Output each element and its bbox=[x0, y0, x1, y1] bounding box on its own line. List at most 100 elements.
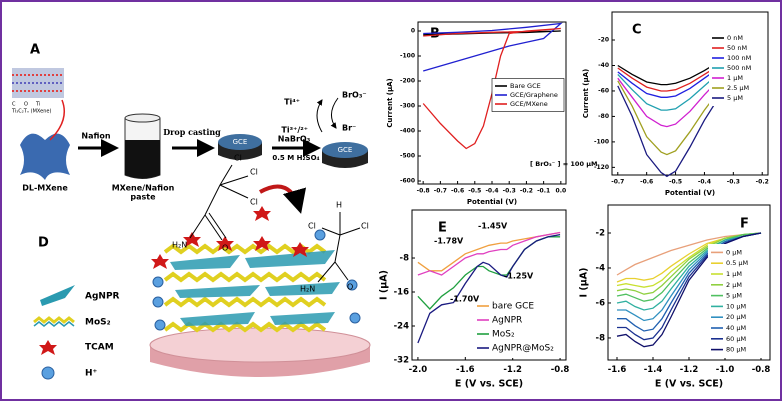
series-line bbox=[423, 22, 563, 72]
proton bbox=[349, 312, 361, 324]
legend-label: 40 μM bbox=[726, 324, 746, 332]
x-tick-label: -1.2 bbox=[680, 365, 699, 375]
legend-label: 5 μM bbox=[726, 292, 742, 300]
y-tick-label: -8 bbox=[400, 254, 410, 264]
y-axis-label: Current (μA) bbox=[386, 78, 394, 128]
x-tick-label: -0.7 bbox=[434, 188, 447, 195]
proton bbox=[346, 279, 358, 291]
legend-label: GCE/Graphene bbox=[510, 91, 558, 99]
atom: Cl bbox=[250, 168, 258, 177]
series-line bbox=[616, 232, 762, 348]
y-tick-label: -100 bbox=[594, 138, 609, 145]
tcam bbox=[291, 242, 309, 257]
legend-label: 0 nM bbox=[727, 34, 743, 42]
series-line bbox=[616, 232, 762, 295]
y-tick-label: -100 bbox=[400, 53, 415, 60]
mos2-icon bbox=[33, 316, 75, 324]
electrode-surface bbox=[149, 327, 371, 363]
x-tick-label: -0.8 bbox=[551, 365, 570, 375]
x-tick-label: -0.2 bbox=[756, 179, 769, 186]
agnpr-sheets bbox=[170, 250, 340, 326]
atom: Cl bbox=[361, 222, 369, 231]
y-tick-label: -120 bbox=[594, 164, 609, 171]
legend-label: 0.5 μM bbox=[726, 259, 748, 267]
bond bbox=[339, 227, 361, 236]
panel-label: A bbox=[30, 43, 40, 58]
legend-label: 5 μM bbox=[727, 94, 743, 102]
x-tick-label: -0.4 bbox=[698, 179, 711, 186]
proton bbox=[154, 319, 166, 331]
y-tick-label: -6 bbox=[596, 298, 606, 308]
x-tick-label: -0.8 bbox=[417, 188, 430, 195]
proton bbox=[152, 296, 164, 308]
legend-label: 80 μM bbox=[726, 346, 746, 354]
x-tick-label: -0.6 bbox=[451, 188, 464, 195]
annotation: -1.78V bbox=[434, 237, 464, 246]
atom: Cl bbox=[250, 198, 258, 207]
label: NaBrO₃ bbox=[278, 135, 311, 144]
y-axis-label: I (μA) bbox=[579, 268, 590, 298]
mxene-flake bbox=[20, 133, 70, 180]
label: MXene/Nafion bbox=[112, 184, 175, 193]
series-line bbox=[616, 232, 762, 276]
x-tick-label: -0.3 bbox=[503, 188, 516, 195]
legend-label: 1 μM bbox=[727, 74, 743, 82]
legend-label: 100 nM bbox=[727, 54, 751, 62]
annotation: [ BrO₃⁻ ] = 100 μM bbox=[530, 160, 598, 168]
tcam-molecule bbox=[189, 164, 249, 241]
atom-key: Ti bbox=[35, 102, 40, 108]
x-tick-label: -0.5 bbox=[468, 188, 481, 195]
mxene-crystal bbox=[12, 68, 64, 98]
legend-label: 50 nM bbox=[727, 44, 747, 52]
bond bbox=[219, 175, 249, 186]
series-line bbox=[616, 232, 762, 311]
mos2-icon bbox=[33, 321, 75, 327]
legend-label: 10 μM bbox=[726, 302, 746, 310]
label: GCE bbox=[233, 138, 248, 146]
bond bbox=[321, 227, 341, 236]
x-tick-label: -0.7 bbox=[611, 179, 624, 186]
mos2-layers bbox=[163, 243, 327, 333]
y-axis-label: Current (μA) bbox=[582, 69, 590, 119]
x-axis-label: Potential (V) bbox=[467, 198, 517, 206]
y-tick-label: -600 bbox=[400, 178, 415, 185]
zoom-arrow bbox=[49, 99, 65, 141]
agnpr bbox=[180, 312, 255, 326]
legend-label: 1 μM bbox=[726, 270, 742, 278]
x-tick-label: -0.6 bbox=[640, 179, 653, 186]
panel-label: E bbox=[438, 221, 447, 236]
bond bbox=[219, 164, 233, 186]
label: Drop casting bbox=[163, 127, 221, 137]
cycle-arrow bbox=[330, 97, 339, 129]
x-tick-label: -1.0 bbox=[716, 365, 735, 375]
agnpr bbox=[175, 285, 260, 298]
atom-key: C bbox=[12, 102, 16, 108]
panel-label: D bbox=[38, 236, 49, 251]
agnpr bbox=[265, 282, 340, 296]
series-line bbox=[617, 232, 762, 332]
protons bbox=[152, 229, 361, 331]
label: GCE bbox=[338, 146, 353, 154]
y-tick-label: -300 bbox=[400, 103, 415, 110]
x-axis-label: E (V vs. SCE) bbox=[455, 379, 523, 390]
bond bbox=[204, 184, 221, 216]
label: paste bbox=[130, 193, 156, 202]
atom: O bbox=[347, 283, 353, 292]
legend-label: TCAM bbox=[85, 343, 114, 353]
mos2-layer bbox=[163, 296, 327, 308]
bond bbox=[204, 214, 223, 241]
proton bbox=[152, 276, 164, 288]
x-axis-label: Potential (V) bbox=[665, 189, 715, 197]
y-tick-label: 0 bbox=[411, 28, 415, 35]
series-line bbox=[417, 231, 561, 272]
tcam bbox=[216, 236, 234, 251]
series-line bbox=[417, 233, 561, 344]
bond bbox=[219, 184, 249, 199]
reaction-arrow bbox=[259, 184, 307, 214]
x-tick-label: -1.2 bbox=[503, 365, 522, 375]
tcam bbox=[183, 232, 201, 247]
x-tick-label: -2.0 bbox=[409, 365, 428, 375]
paste bbox=[125, 140, 160, 179]
atom-key: O bbox=[24, 102, 28, 108]
